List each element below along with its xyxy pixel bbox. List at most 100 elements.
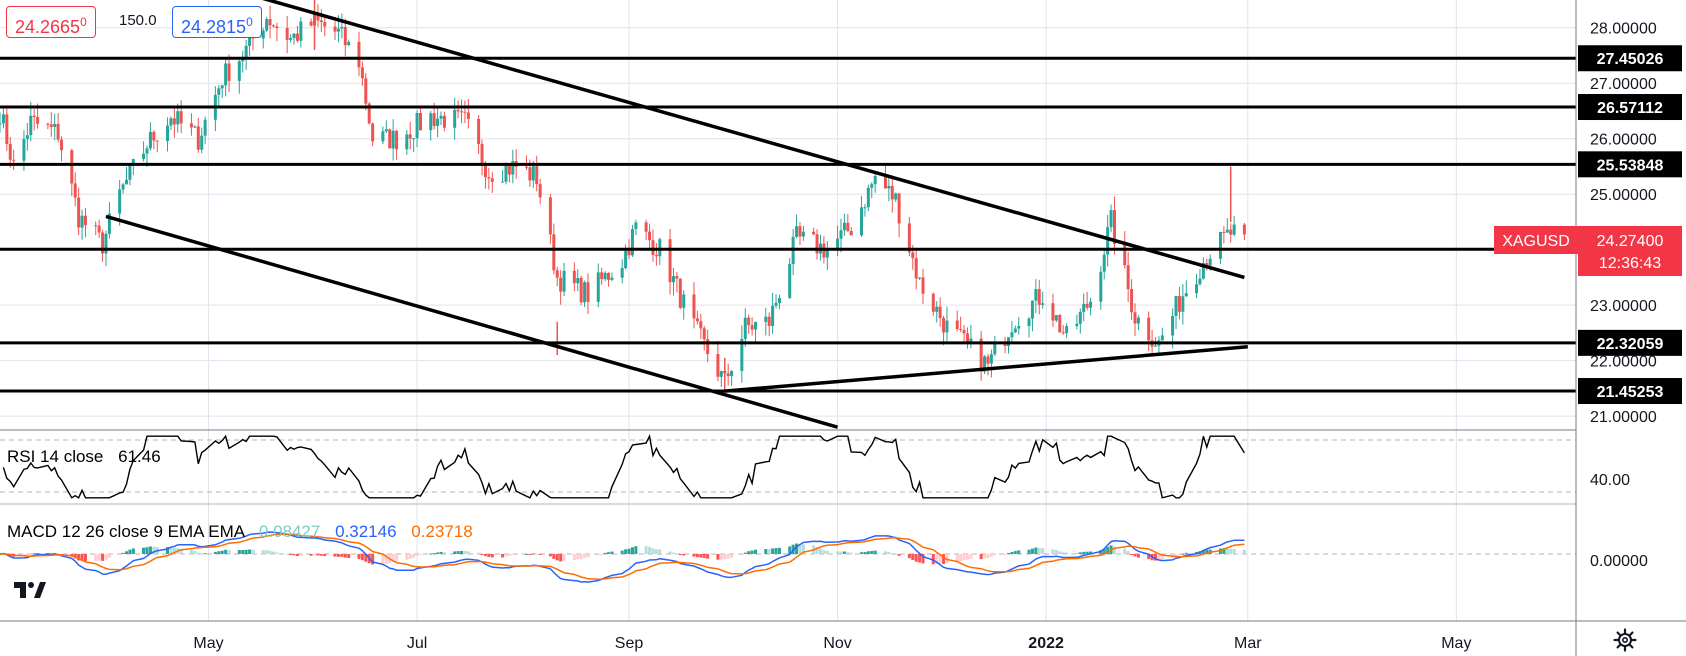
candle-body [668,239,672,283]
macd-histogram-bar [1160,554,1164,560]
gear-icon[interactable] [1613,628,1637,652]
candle-body [285,28,289,40]
candle-body [1003,343,1007,347]
candle-body [316,13,320,21]
macd-histogram-bar [384,554,388,564]
candle-body [12,159,16,161]
candle-body [1078,311,1082,324]
candle-body [627,250,631,256]
candle-body [675,276,679,279]
candle-body [507,165,511,175]
candle-body [227,63,231,81]
candle-body [1201,262,1205,279]
macd-histogram-bar [822,550,826,554]
candle-body [36,117,40,124]
quantity-label[interactable]: 150.0 [119,12,157,29]
macd-histogram-bar [1027,549,1031,554]
candle-body [1075,323,1079,327]
candle-body [842,222,846,231]
macd-histogram-bar [271,551,275,554]
candle-body [535,166,539,185]
candle-body [1205,262,1209,266]
macd-histogram-bar [142,547,146,554]
candle-body [767,316,771,326]
macd-histogram-bar [942,554,946,564]
macd-histogram-bar [169,547,173,554]
macd-histogram-bar [1003,554,1007,555]
macd-histogram-bar [227,550,231,554]
macd-histogram-bar [555,554,559,561]
macd-histogram-bar [453,551,457,554]
candle-body [774,302,778,306]
macd-histogram-bar [189,549,193,554]
macd-histogram-bar [1123,548,1127,554]
macd-histogram-bar [962,554,966,561]
macd-histogram-bar [1147,554,1151,560]
candle-body [607,272,611,280]
macd-histogram-bar [842,551,846,554]
horizontal-levels[interactable] [0,56,1576,393]
macd-histogram-bar [381,554,385,565]
rsi-legend-label: RSI 14 close [7,447,103,466]
macd-histogram-bar [347,554,351,558]
macd-histogram-bar [193,550,197,554]
candle-body [747,317,751,326]
candle-body [706,339,710,355]
macd-histogram-bar [969,554,973,559]
macd-series [0,531,1246,583]
macd-histogram-bar [104,554,108,560]
trendlines[interactable] [105,0,1248,429]
candle-body [702,328,706,340]
macd-histogram-bar [152,546,156,554]
candle-body [528,167,532,181]
candle-body [839,230,843,239]
tradingview-logo-icon[interactable] [12,578,48,602]
level-label-bg [1578,378,1682,405]
sell-price-button[interactable]: 24.26650 [6,6,96,38]
candle-body [538,184,542,198]
macd-histogram-bar [716,554,720,560]
macd-histogram-bar [166,547,170,554]
candle-body [935,306,939,312]
candle-body [1171,315,1175,336]
candle-body [726,373,730,377]
macd-histogram-bar [364,554,368,562]
macd-histogram-bar [179,548,183,554]
macd-histogram-bar [131,548,135,554]
candle-body [289,38,293,40]
time-axis[interactable]: May Jul Sep Nov 2022 Mar May [193,635,1471,652]
macd-histogram-bar [989,554,993,557]
candle-body [678,278,682,308]
macd-histogram-bar [460,550,464,554]
macd-histogram-bar [938,554,942,564]
candle-body [343,26,347,46]
macd-histogram-bar [1058,551,1062,554]
macd-histogram-bar [213,552,217,554]
macd-histogram-bar [418,554,422,555]
candle-body [1225,229,1229,233]
level-label-bg [1578,151,1682,178]
candle-body [740,338,744,371]
candle-body [220,85,224,89]
macd-histogram-bar [118,554,122,555]
macd-histogram-bar [959,554,963,562]
macd-histogram-bar [1051,549,1055,554]
candle-body [299,21,303,41]
macd-histogram-bar [610,551,614,554]
macd-histogram-bar [894,553,898,555]
buy-price-button[interactable]: 24.28150 [172,6,262,38]
candle-body [1130,289,1134,313]
candle-body [442,115,446,128]
candle-body [644,222,648,232]
macd-histogram-bar [107,554,111,558]
macd-histogram-bar [579,554,583,560]
candle-body [658,239,662,257]
macd-histogram-bar [487,554,491,557]
candle-body [1099,271,1103,302]
candle-body [432,113,436,126]
candle-body [1109,210,1113,228]
macd-histogram-bar [648,546,652,554]
macd-histogram-bar [343,554,347,558]
macd-histogram-bar [860,552,864,554]
